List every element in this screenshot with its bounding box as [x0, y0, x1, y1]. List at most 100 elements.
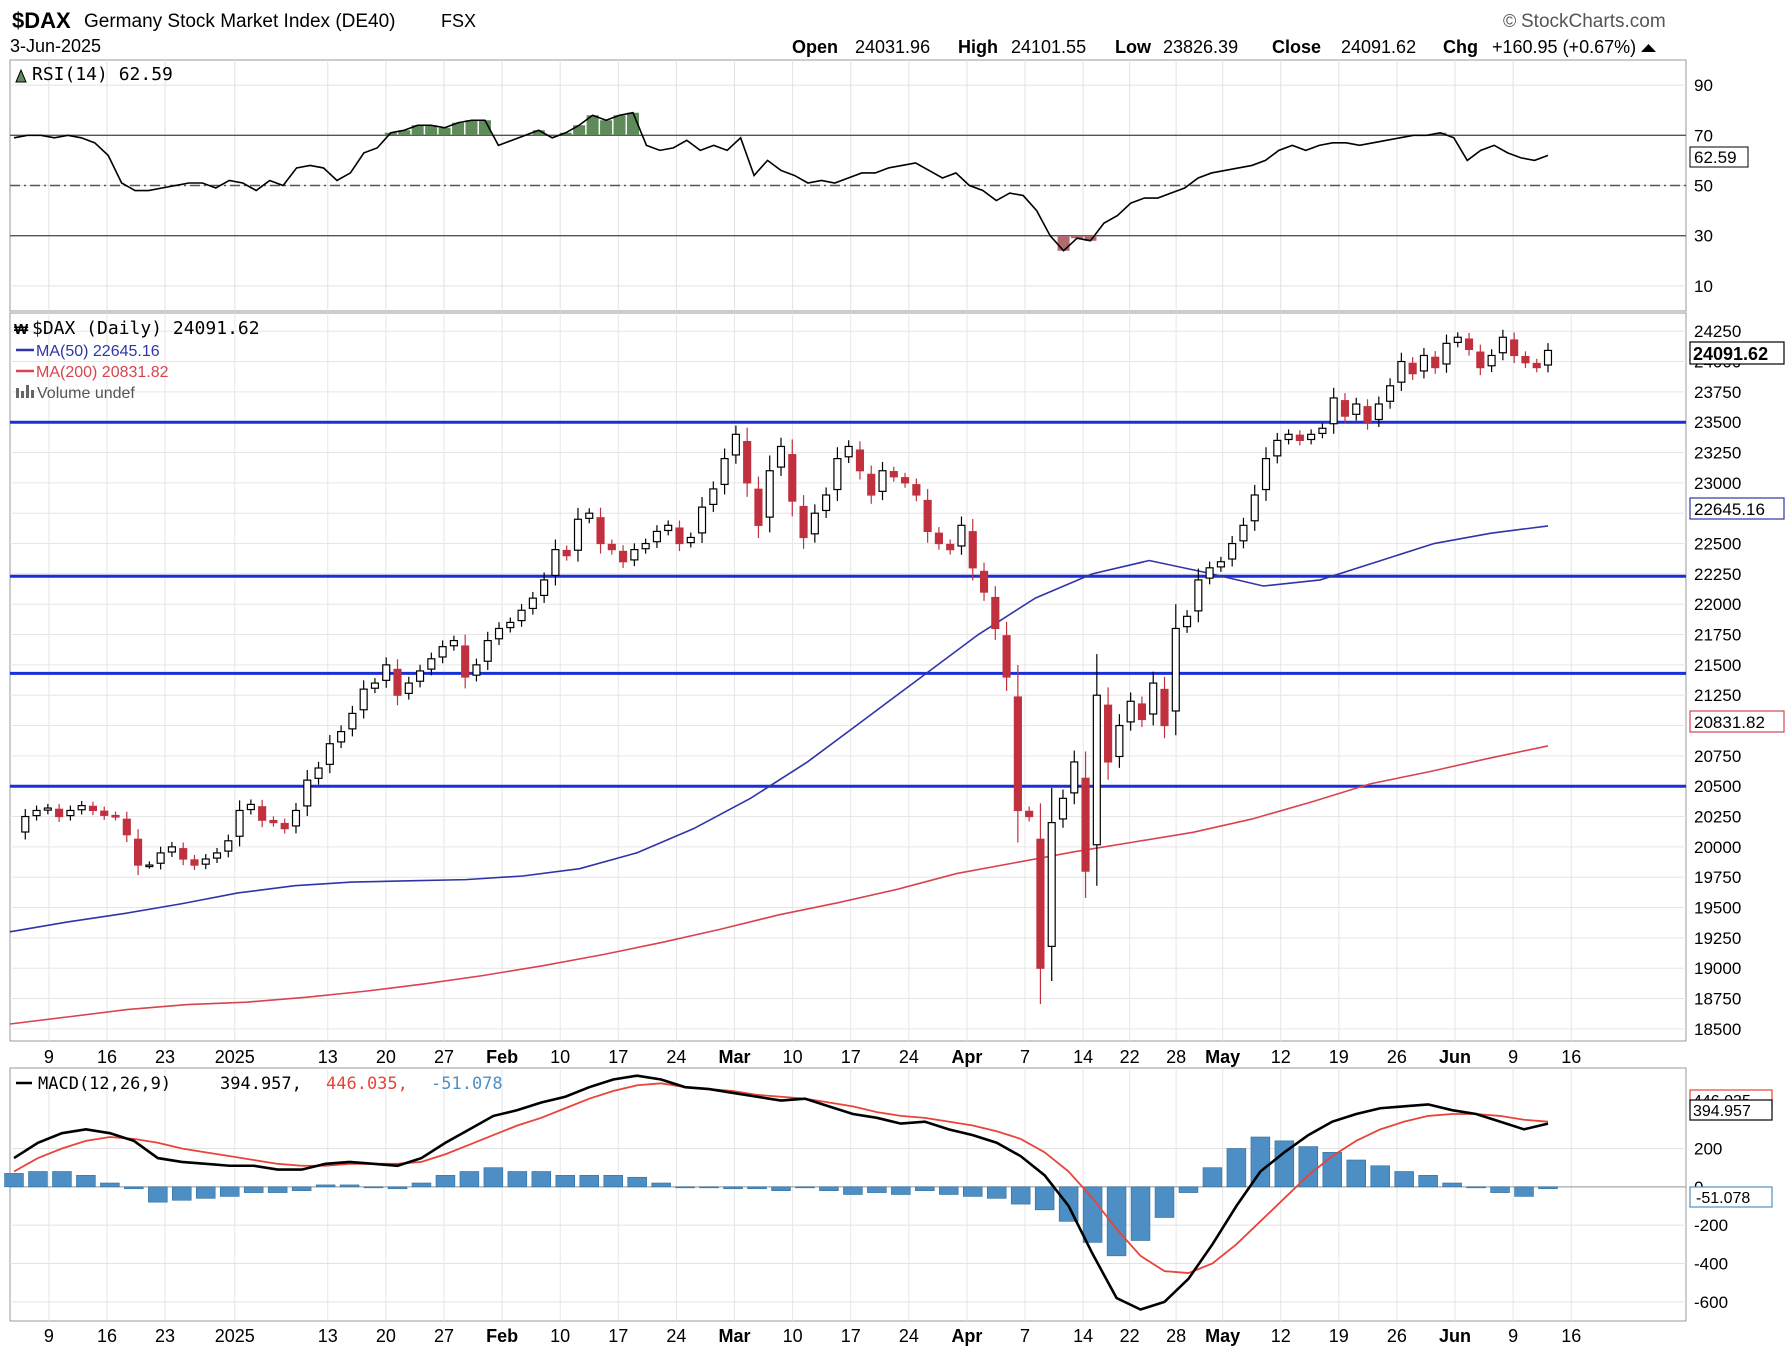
open-value: 24031.96	[855, 37, 930, 57]
price-tick-label: 21250	[1694, 686, 1741, 705]
price-x-tick-label: 10	[783, 1047, 803, 1067]
ma200-line	[9, 745, 1549, 1025]
price-title: $DAX (Daily) 24091.62	[32, 318, 260, 339]
macd-histogram-bar	[124, 1186, 144, 1190]
candle-body	[483, 639, 492, 662]
hist-current-label: -51.078	[1696, 1190, 1750, 1207]
candle-body	[1329, 397, 1338, 425]
candle-body	[325, 743, 334, 765]
candle-body	[776, 445, 786, 468]
candle	[1025, 806, 1034, 822]
candle-body	[32, 809, 41, 817]
candle	[1431, 351, 1440, 374]
candle-body	[1431, 356, 1440, 369]
candle	[404, 676, 413, 700]
candle	[652, 525, 661, 548]
candle	[788, 439, 797, 517]
candle-body	[427, 658, 436, 670]
candle-body	[100, 810, 109, 816]
candle	[810, 504, 819, 543]
candle	[122, 811, 131, 843]
macd-histogram-bar	[915, 1186, 935, 1191]
candle-body	[630, 548, 639, 561]
candle-body	[1419, 354, 1428, 372]
candle	[1464, 332, 1474, 356]
candle	[179, 842, 188, 866]
candle	[1058, 789, 1068, 828]
symbol: $DAX	[12, 8, 71, 33]
ma50-current-label: 22645.16	[1694, 500, 1765, 519]
candle	[111, 811, 120, 821]
price-x-tick-label: 20	[376, 1047, 396, 1067]
candle	[235, 800, 244, 847]
macd-histogram-bar	[507, 1171, 528, 1188]
candle	[472, 658, 481, 682]
candle	[697, 497, 707, 544]
candle	[1194, 568, 1203, 623]
ma50-legend: MA(50) 22645.16	[36, 343, 160, 360]
signal-legend-value: 446.035,	[326, 1074, 408, 1094]
candle	[212, 848, 222, 864]
candle-body	[494, 627, 504, 640]
macd-current-label: 394.957	[1693, 1103, 1751, 1120]
price-x-tick-label: 28	[1166, 1047, 1186, 1067]
candle-body	[393, 668, 402, 696]
candle	[675, 520, 684, 552]
hist-legend-value: -51.078	[431, 1074, 503, 1094]
macd-x-tick-label: 2025	[215, 1326, 255, 1346]
price-x-tick-label: May	[1205, 1047, 1240, 1067]
candle-body	[1284, 433, 1293, 441]
candle	[1036, 803, 1045, 1005]
candle-body	[1025, 810, 1034, 818]
brand[interactable]: © StockCharts.com	[1503, 11, 1666, 32]
candle-body	[709, 488, 718, 506]
candle	[957, 516, 966, 555]
macd-x-axis: 9 16 23 2025 13 20 27 Feb 10 17 24 Mar 10 17 24 Apr 7 14 2…	[44, 1326, 1581, 1346]
candle	[1205, 561, 1214, 585]
candle-body	[156, 852, 165, 864]
candle	[1261, 447, 1271, 501]
macd-x-tick-label: 24	[666, 1326, 686, 1346]
candle-body	[1307, 433, 1316, 441]
candle	[1171, 604, 1180, 736]
candle	[1318, 423, 1327, 439]
macd-histogram-bar	[1346, 1159, 1366, 1188]
candle	[303, 770, 312, 817]
macd-histogram-bar	[1154, 1186, 1175, 1218]
candle	[359, 680, 368, 719]
candle-body	[889, 471, 898, 478]
macd-histogram-bar	[196, 1186, 216, 1199]
price-moving-averages	[9, 525, 1549, 1025]
macd-histogram-bar	[52, 1171, 72, 1188]
candle	[32, 805, 41, 821]
candle-body	[111, 814, 120, 818]
candle-body	[946, 543, 955, 551]
candle	[246, 799, 255, 815]
candle-body	[77, 805, 86, 811]
macd-histogram-bar	[963, 1186, 983, 1197]
candle-body	[1137, 703, 1147, 721]
macd-x-tick-label: 12	[1271, 1326, 1291, 1346]
candle-body	[697, 506, 707, 534]
candle-body	[1104, 704, 1113, 763]
rsi-tick-label: 50	[1694, 177, 1713, 196]
price-x-tick-label: 16	[97, 1047, 117, 1067]
price-candles	[21, 329, 1553, 1005]
candle	[889, 466, 898, 482]
macd-histogram-bar	[267, 1186, 288, 1193]
candle	[754, 476, 763, 538]
macd-histogram-bar	[1010, 1186, 1031, 1205]
macd-histogram-bar	[867, 1186, 887, 1193]
macd-histogram-bar	[339, 1184, 360, 1188]
candle	[968, 519, 977, 581]
candle	[1386, 378, 1395, 409]
candle	[1104, 687, 1113, 780]
candle	[1397, 352, 1406, 391]
price-tick-label: 20250	[1694, 808, 1741, 827]
candle	[1002, 621, 1011, 691]
candle-body	[66, 809, 75, 817]
price-x-tick-label: 7	[1020, 1047, 1030, 1067]
price-current-label: 24091.62	[1693, 344, 1768, 364]
macd-x-tick-label: 13	[318, 1326, 338, 1346]
